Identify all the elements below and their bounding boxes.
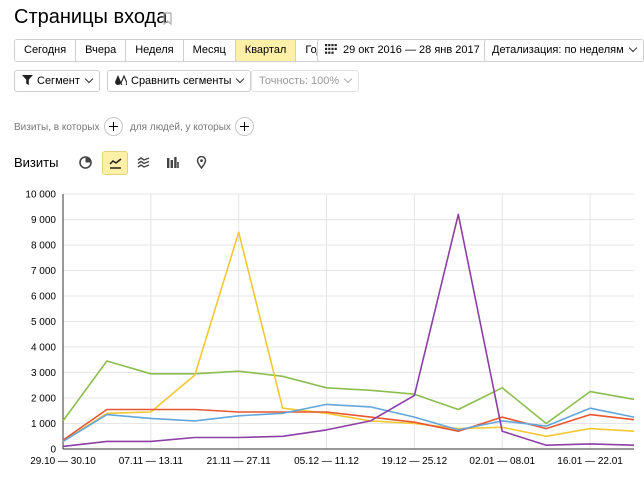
period-selector: Сегодня Вчера Неделя Месяц Квартал Год [14, 39, 333, 62]
y-tick-label: 5 000 [31, 317, 56, 328]
pie-chart-icon [79, 156, 92, 169]
view-bar-button[interactable] [160, 151, 186, 175]
view-line-button[interactable] [102, 151, 128, 175]
filter-icon [22, 75, 33, 85]
compare-label: Сравнить сегменты [131, 75, 232, 87]
x-tick-label: 07.11 — 13.11 [119, 456, 184, 467]
visits-line-chart: 0 1 000 2 000 3 000 4 000 5 000 6 000 7 000 8 00… [25, 190, 635, 467]
y-tick-label: 1 000 [31, 419, 56, 430]
x-tick-label: 29.10 — 30.10 [30, 456, 96, 467]
x-tick-label: 16.01 — 22.01 [557, 456, 623, 467]
add-people-condition-button[interactable] [235, 117, 254, 136]
y-tick-label: 3 000 [31, 368, 56, 379]
segment-button[interactable]: Сегмент [14, 70, 100, 92]
view-pie-button[interactable] [73, 151, 99, 175]
chevron-down-icon [84, 74, 94, 84]
chevron-down-icon [236, 74, 245, 84]
x-tick-label: 02.01 — 08.01 [469, 456, 535, 467]
chevron-down-icon [628, 43, 637, 53]
chevron-down-icon [343, 74, 353, 84]
series-line-3[interactable] [62, 403, 635, 443]
date-range-label: 29 окт 2016 — 28 янв 2017 [343, 44, 480, 56]
accuracy-label: Точность: 100% [259, 75, 340, 87]
y-tick-label: 8 000 [31, 241, 56, 252]
map-pin-icon [196, 156, 207, 169]
period-tab[interactable]: Сегодня [15, 40, 77, 61]
compare-segments-button[interactable]: Сравнить сегменты [107, 70, 252, 92]
view-map-button[interactable] [189, 151, 215, 175]
area-chart-icon [137, 157, 150, 168]
compare-icon [115, 74, 128, 87]
visits-filter-label: Визиты, в которых [14, 122, 100, 133]
segment-label: Сегмент [37, 75, 80, 87]
bookmark-icon[interactable] [163, 12, 172, 25]
period-tab[interactable]: Вчера [76, 40, 127, 61]
y-tick-label: 2 000 [31, 394, 56, 405]
period-tab[interactable]: Месяц [183, 40, 236, 61]
x-tick-label: 21.11 — 27.11 [207, 456, 272, 467]
y-tick-label: 7 000 [31, 266, 56, 277]
period-tab[interactable]: Неделя [126, 40, 184, 61]
y-tick-label: 6 000 [31, 292, 56, 303]
series-line-4[interactable] [62, 213, 635, 448]
section-title: Визиты [14, 155, 59, 170]
series-line-2[interactable] [62, 408, 635, 441]
date-range-picker[interactable]: 29 окт 2016 — 28 янв 2017 [317, 39, 488, 62]
period-tab[interactable]: Квартал [235, 40, 297, 61]
bar-chart-icon [167, 157, 179, 168]
line-chart-icon [109, 158, 122, 169]
y-tick-label: 4 000 [31, 343, 56, 354]
y-tick-label: 9 000 [31, 215, 56, 226]
page-title: Страницы входа [14, 6, 168, 28]
detail-label: Детализация: по неделям [492, 44, 624, 56]
series-line-0[interactable] [62, 360, 635, 425]
y-tick-label: 0 [50, 445, 56, 456]
calendar-icon [325, 44, 337, 54]
y-tick-label: 10 000 [25, 190, 56, 201]
add-visit-condition-button[interactable] [104, 117, 123, 136]
x-tick-label: 05.12 — 11.12 [294, 456, 359, 467]
people-filter-label: для людей, у которых [130, 122, 231, 133]
x-tick-label: 19.12 — 25.12 [382, 456, 448, 467]
detail-dropdown[interactable]: Детализация: по неделям [484, 39, 644, 62]
series-line-1[interactable] [62, 231, 635, 443]
view-area-button[interactable] [131, 151, 157, 175]
accuracy-dropdown: Точность: 100% [251, 70, 360, 92]
